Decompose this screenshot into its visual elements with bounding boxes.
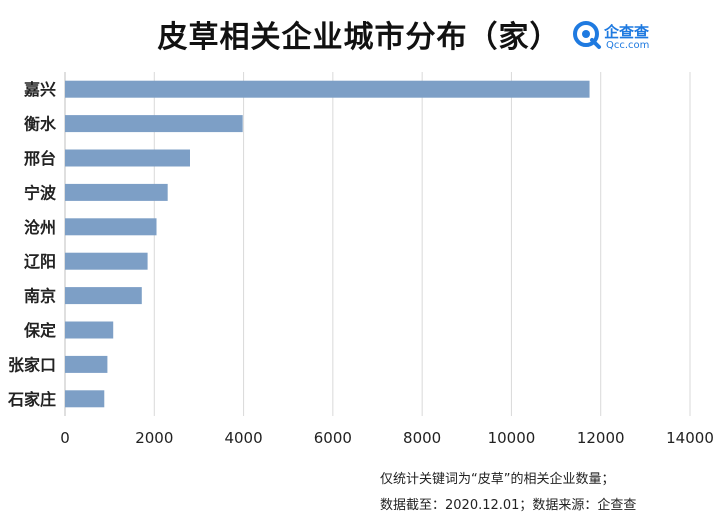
x-tick-label: 2000 [135, 429, 173, 447]
bar [65, 218, 157, 236]
qcc-logo-icon [573, 21, 601, 49]
y-category-label: 石家庄 [7, 390, 56, 409]
bar [65, 149, 190, 167]
y-category-label: 南京 [24, 287, 56, 306]
bar [65, 80, 590, 98]
y-category-label: 邢台 [23, 149, 56, 168]
chart-title: 皮草相关企业城市分布（家） [157, 20, 561, 55]
footnote-source: 数据截至：2020.12.01；数据来源：企查查 [380, 498, 637, 513]
x-tick-label: 0 [60, 429, 70, 447]
bar [65, 115, 243, 133]
y-category-label: 辽阳 [24, 252, 56, 271]
bar [65, 321, 114, 339]
y-category-label: 张家口 [8, 355, 56, 374]
bar [65, 183, 168, 201]
y-category-label: 沧州 [24, 218, 56, 237]
logo-url: Qcc.com [606, 40, 650, 51]
x-tick-label: 8000 [403, 429, 441, 447]
x-tick-label: 12000 [577, 429, 625, 447]
x-tick-label: 10000 [488, 429, 536, 447]
x-tick-label: 4000 [224, 429, 262, 447]
bar [65, 355, 108, 373]
y-category-label: 保定 [23, 321, 56, 340]
x-tick-label: 14000 [666, 429, 714, 447]
y-category-label: 嘉兴 [23, 80, 56, 99]
y-category-label: 宁波 [24, 183, 57, 202]
bar [65, 252, 148, 270]
footnote-scope: 仅统计关键词为“皮草”的相关企业数量； [380, 472, 615, 487]
bar-chart: 0 2000 4000 6000 8000 10000 12000 14000 嘉兴衡水邢台宁波… [7, 72, 714, 447]
y-category-label: 衡水 [24, 115, 57, 134]
bar [65, 390, 105, 408]
logo-name: 企查查 [604, 23, 650, 41]
x-tick-label: 6000 [314, 429, 352, 447]
bar [65, 287, 142, 305]
